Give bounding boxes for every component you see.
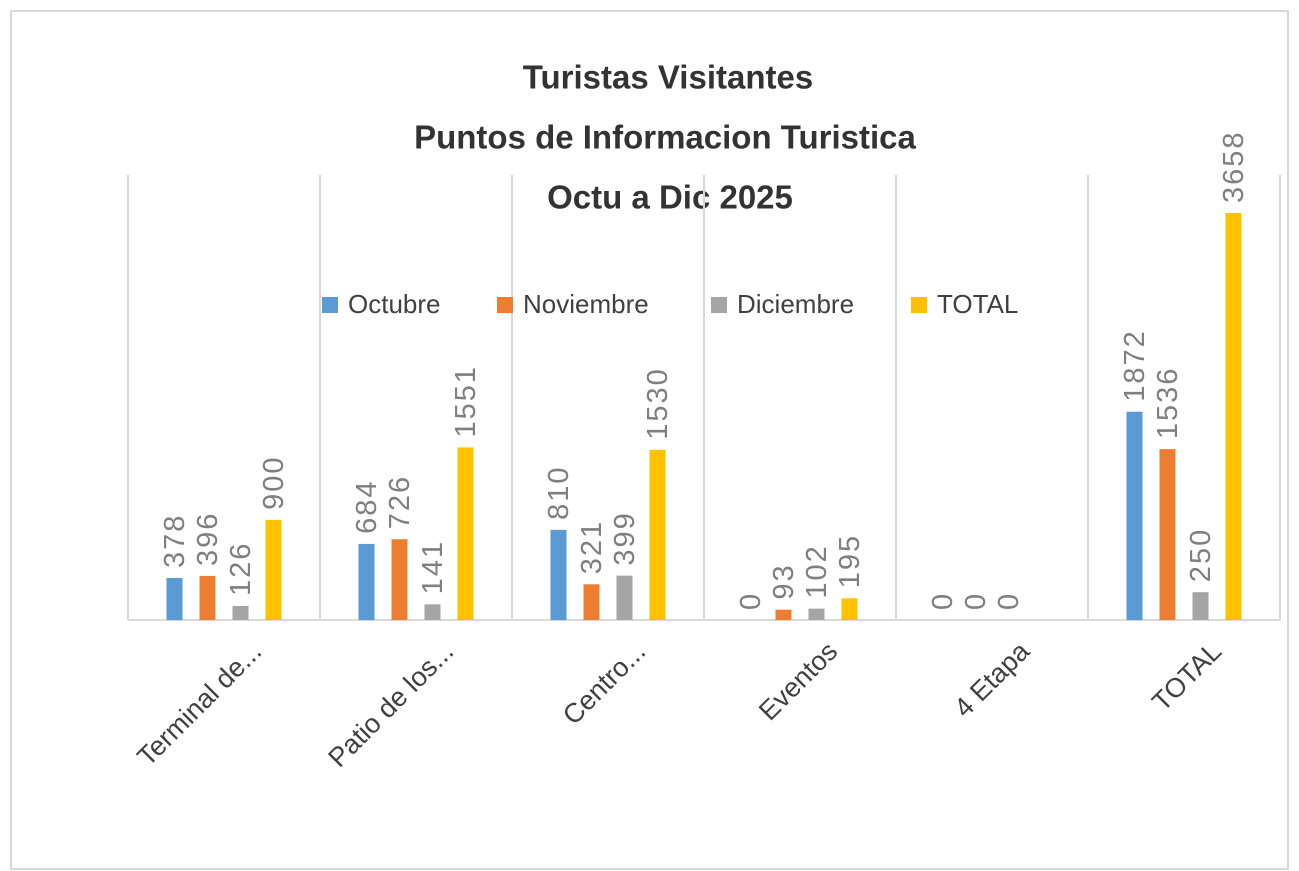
x-tick-label: Eventos: [753, 636, 843, 726]
legend-swatch: [322, 297, 338, 313]
chart-border: [10, 10, 1289, 870]
legend-label: TOTAL: [937, 289, 1018, 319]
legend-label: Octubre: [348, 289, 441, 319]
bar: [265, 519, 282, 620]
bar: [199, 575, 216, 620]
data-label: 396: [192, 512, 224, 566]
bar: [424, 604, 441, 620]
data-label: 0: [960, 592, 992, 610]
bar: [1192, 592, 1209, 620]
legend-label: Diciembre: [737, 289, 854, 319]
data-label: 1530: [642, 367, 674, 440]
x-tick-label: Patio de los...: [322, 636, 459, 773]
bar: [775, 609, 792, 620]
x-tick-label: Centro...: [557, 636, 651, 730]
data-label: 1551: [450, 365, 482, 438]
bar: [358, 543, 375, 620]
x-tick-label: 4 Etapa: [948, 635, 1036, 723]
bar: [808, 608, 825, 620]
data-label: 3658: [1218, 131, 1250, 204]
legend-label: Noviembre: [523, 289, 649, 319]
data-label: 0: [993, 592, 1025, 610]
bar: [1225, 213, 1242, 621]
data-label: 378: [159, 514, 191, 568]
data-label: 900: [258, 455, 290, 509]
chart-title: Puntos de Informacion Turistica: [414, 119, 916, 156]
legend-swatch: [497, 297, 513, 313]
data-label: 141: [417, 540, 449, 594]
x-tick-label: Terminal de...: [131, 636, 267, 772]
chart-title: Octu a Dic 2025: [547, 179, 793, 216]
bar: [649, 449, 666, 620]
bar: [391, 539, 408, 620]
data-label: 102: [801, 544, 833, 598]
bar: [550, 529, 567, 620]
bar: [1159, 449, 1176, 620]
data-label: 0: [735, 592, 767, 610]
data-label: 126: [225, 542, 257, 596]
data-label: 1872: [1119, 329, 1151, 402]
bar: [1126, 411, 1143, 620]
bar: [232, 605, 249, 620]
bar: [457, 447, 474, 620]
data-label: 250: [1185, 528, 1217, 582]
data-label: 321: [576, 520, 608, 574]
bar: [616, 575, 633, 620]
chart-title: Turistas Visitantes: [523, 59, 813, 96]
data-label: 684: [351, 480, 383, 534]
data-label: 399: [609, 511, 641, 565]
data-label: 1536: [1152, 367, 1184, 440]
legend-swatch: [711, 297, 727, 313]
bar: [583, 584, 600, 620]
bar: [841, 598, 858, 620]
x-tick-label: TOTAL: [1146, 636, 1227, 717]
data-label: 810: [543, 465, 575, 519]
data-label: 0: [927, 592, 959, 610]
data-label: 726: [384, 475, 416, 529]
data-label: 195: [834, 534, 866, 588]
legend-swatch: [911, 297, 927, 313]
bar: [166, 577, 183, 620]
data-label: 93: [768, 563, 800, 599]
